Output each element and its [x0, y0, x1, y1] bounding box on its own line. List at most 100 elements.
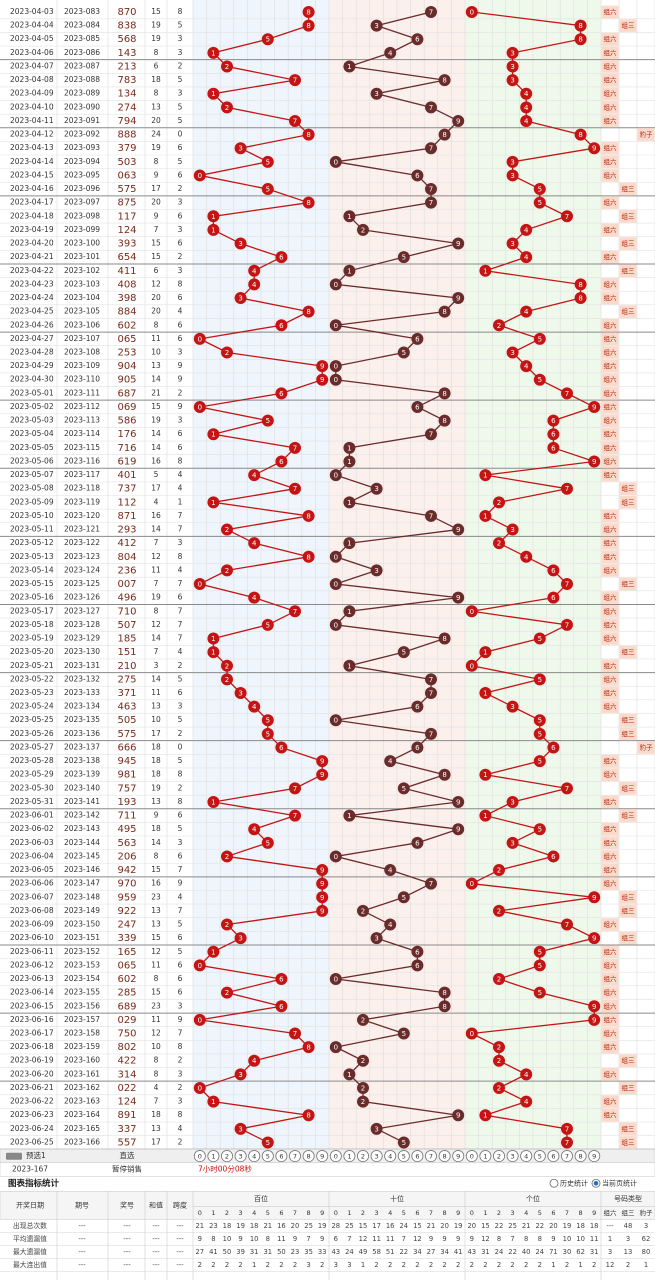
- digit-ball: [533, 714, 546, 727]
- digit-ball: [289, 605, 301, 618]
- draw-date: 2023-05-07: [10, 470, 54, 479]
- radio[interactable]: [549, 1178, 559, 1188]
- digit-ball: [452, 823, 465, 836]
- issue: 2023-122: [64, 538, 100, 547]
- type-cell: [601, 250, 619, 264]
- digit-ball: [275, 455, 288, 468]
- stats-value: 43: [467, 1248, 476, 1256]
- digit-ball: [248, 264, 261, 277]
- type-cell: [619, 890, 637, 904]
- type-cell: [601, 196, 619, 209]
- digit-ball: [316, 877, 329, 890]
- digit-ball: [275, 387, 288, 400]
- digit-ball: [506, 795, 519, 808]
- issue: 2023-163: [64, 1097, 100, 1106]
- preselect-ball[interactable]: [275, 1150, 288, 1163]
- digit-label: 6: [551, 417, 556, 425]
- digit-ball: [302, 550, 315, 563]
- preselect-ball[interactable]: [193, 1150, 206, 1163]
- preselect-ball[interactable]: [465, 1150, 478, 1163]
- preselect-ball[interactable]: [384, 1150, 397, 1163]
- digit-ball: [520, 305, 533, 318]
- span-value: 4: [178, 647, 183, 656]
- preselect-ball[interactable]: [547, 1150, 560, 1163]
- preselect-ball[interactable]: [261, 1150, 274, 1163]
- sum-value: 7: [154, 579, 159, 588]
- preselect-ball[interactable]: [411, 1150, 424, 1163]
- preselect-ball[interactable]: [248, 1150, 261, 1163]
- sum-value: 15: [151, 988, 161, 997]
- winning-number: 339: [117, 933, 136, 944]
- preselect-ball[interactable]: [302, 1150, 315, 1163]
- preselect-ball[interactable]: [316, 1150, 329, 1163]
- issue: 2023-100: [64, 239, 100, 248]
- stats-value: 11: [590, 1235, 599, 1243]
- digit-ball: [343, 1068, 356, 1081]
- preselect-ball[interactable]: [397, 1150, 410, 1163]
- draw-date: 2023-04-30: [10, 375, 54, 384]
- digit-ball: [329, 714, 342, 727]
- draw-date: 2023-05-15: [10, 579, 54, 588]
- type-cell: [601, 169, 619, 182]
- digit-label: 8: [442, 308, 446, 316]
- preselect-ball[interactable]: [424, 1150, 437, 1163]
- preselect-ball[interactable]: [234, 1150, 247, 1163]
- preselect-ball[interactable]: [356, 1150, 369, 1163]
- digit-header: 8: [579, 1209, 583, 1217]
- digit-ball: [493, 1081, 505, 1094]
- preselect-ball-label: 2: [497, 1153, 501, 1161]
- sum-value: 16: [151, 511, 161, 520]
- preselect-ball[interactable]: [288, 1150, 301, 1163]
- winning-number: 666: [117, 742, 136, 753]
- preselect-ball[interactable]: [506, 1150, 519, 1163]
- stats-value: 12: [481, 1235, 490, 1243]
- digit-label: 7: [293, 812, 297, 820]
- preselect-ball[interactable]: [588, 1150, 601, 1163]
- stats-value: 25: [508, 1222, 517, 1230]
- preselect-ball[interactable]: [438, 1150, 451, 1163]
- digit-header: 6: [415, 1209, 419, 1217]
- digit-label: 3: [238, 1125, 242, 1133]
- number-type: 组六: [604, 470, 618, 479]
- digit-label: 7: [293, 77, 297, 85]
- preselect-ball[interactable]: [343, 1150, 356, 1163]
- preselect-ball[interactable]: [520, 1150, 533, 1163]
- digit-ball: [452, 523, 465, 536]
- preselect-ball[interactable]: [479, 1150, 492, 1163]
- digit-ball: [302, 19, 315, 32]
- digit-ball: [411, 33, 424, 46]
- digit-ball: [370, 564, 383, 577]
- stats-value: 2: [374, 1261, 378, 1269]
- preselect-ball[interactable]: [561, 1150, 574, 1163]
- preselect-ball[interactable]: [492, 1150, 505, 1163]
- digit-ball: [506, 836, 519, 849]
- winning-number: 275: [117, 674, 136, 685]
- digit-ball: [438, 986, 451, 999]
- preselect-ball-label: 6: [279, 1153, 283, 1161]
- digit-ball: [533, 945, 546, 958]
- digit-label: 1: [483, 267, 487, 275]
- digit-ball: [479, 264, 492, 277]
- preselect-ball[interactable]: [220, 1150, 233, 1163]
- issue: 2023-105: [64, 307, 100, 316]
- preselect-ball[interactable]: [370, 1150, 383, 1163]
- preselect-ball[interactable]: [533, 1150, 546, 1163]
- preselect-ball-label: 5: [266, 1153, 270, 1161]
- type-cell: [601, 346, 619, 359]
- digit-ball: [547, 441, 560, 454]
- sum-value: 14: [151, 429, 161, 438]
- preselect-ball[interactable]: [207, 1150, 220, 1163]
- sum-value: 17: [151, 484, 161, 493]
- preselect-ball[interactable]: [452, 1150, 465, 1163]
- digit-ball: [221, 101, 233, 114]
- issue: 2023-099: [64, 225, 100, 234]
- digit-label: 9: [456, 1112, 460, 1120]
- preselect-ball[interactable]: [329, 1150, 342, 1163]
- span-value: 3: [178, 89, 183, 98]
- digit-ball: [370, 87, 383, 100]
- preselect-ball[interactable]: [574, 1150, 587, 1163]
- issue: 2023-155: [64, 988, 100, 997]
- preselect-ball-label: 2: [225, 1153, 229, 1161]
